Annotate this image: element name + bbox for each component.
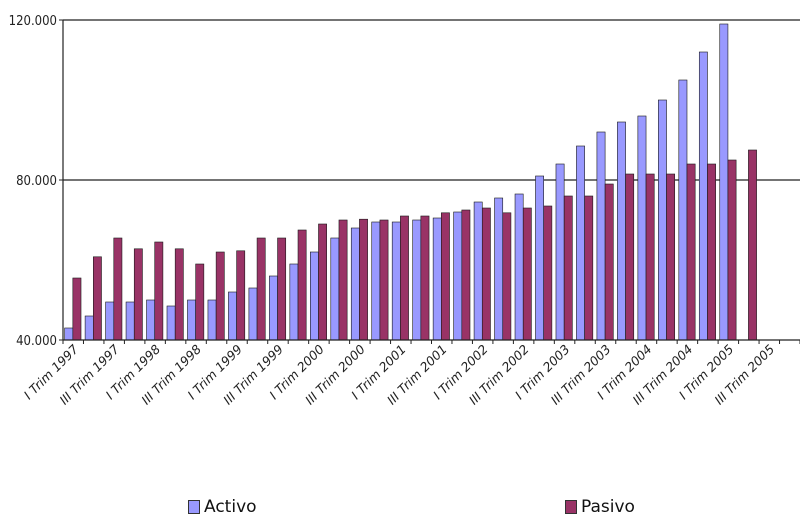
bar-pasivo-6 bbox=[195, 263, 205, 341]
bar-activo-6 bbox=[187, 299, 196, 341]
legend-swatch-activo bbox=[188, 500, 200, 514]
bar-pasivo-7 bbox=[215, 251, 225, 341]
gridlines bbox=[63, 19, 800, 181]
bar-activo-8 bbox=[228, 291, 237, 341]
bar-activo-25 bbox=[576, 145, 585, 341]
bar-pasivo-2 bbox=[113, 237, 123, 341]
bar-pasivo-22 bbox=[522, 207, 532, 341]
bar-activo-26 bbox=[596, 131, 606, 341]
bar-activo-24 bbox=[555, 163, 565, 341]
bar-activo-32 bbox=[719, 23, 729, 341]
bar-activo-11 bbox=[289, 263, 299, 341]
bar-activo-16 bbox=[391, 221, 401, 341]
bar-pasivo-25 bbox=[584, 195, 594, 341]
y-tick-label-0: 40.000 bbox=[16, 334, 57, 349]
bar-activo-4 bbox=[146, 299, 156, 341]
legend-label-activo: Activo bbox=[204, 497, 257, 517]
bar-activo-28 bbox=[637, 115, 647, 341]
bar-pasivo-32 bbox=[727, 159, 737, 341]
bar-pasivo-18 bbox=[441, 212, 450, 341]
bar-pasivo-9 bbox=[256, 237, 266, 341]
legend-swatch-pasivo bbox=[565, 500, 577, 514]
bar-activo-7 bbox=[207, 299, 217, 341]
bar-activo-18 bbox=[432, 217, 442, 341]
bar-pasivo-11 bbox=[297, 229, 307, 341]
axes bbox=[59, 19, 800, 344]
y-tick-label-2: 120.000 bbox=[9, 14, 57, 29]
bar-pasivo-23 bbox=[543, 205, 553, 341]
bar-activo-30 bbox=[678, 79, 688, 341]
bar-activo-3 bbox=[125, 301, 135, 341]
bar-activo-21 bbox=[494, 197, 504, 341]
bar-pasivo-12 bbox=[318, 223, 327, 341]
bar-pasivo-8 bbox=[236, 250, 246, 341]
bars bbox=[64, 23, 757, 341]
bar-pasivo-10 bbox=[277, 237, 287, 341]
bar-activo-5 bbox=[166, 305, 176, 341]
bar-activo-15 bbox=[371, 221, 381, 341]
bar-activo-13 bbox=[330, 237, 340, 341]
bar-activo-29 bbox=[658, 99, 667, 341]
bar-pasivo-19 bbox=[461, 209, 471, 341]
bar-activo-17 bbox=[412, 219, 422, 341]
bar-activo-9 bbox=[248, 287, 258, 341]
bar-activo-1 bbox=[84, 315, 94, 341]
bar-pasivo-31 bbox=[707, 163, 716, 341]
bar-pasivo-27 bbox=[625, 173, 635, 341]
bar-pasivo-33 bbox=[748, 149, 757, 341]
bar-pasivo-21 bbox=[502, 212, 512, 341]
bar-pasivo-28 bbox=[645, 173, 655, 341]
bar-pasivo-20 bbox=[481, 207, 491, 341]
bar-activo-23 bbox=[535, 175, 544, 341]
bar-pasivo-24 bbox=[563, 195, 573, 341]
y-tick-labels: 40.000 80.000 120.000 bbox=[9, 14, 57, 349]
bar-activo-19 bbox=[453, 211, 463, 341]
bar-pasivo-26 bbox=[604, 183, 614, 341]
bar-activo-2 bbox=[105, 301, 115, 341]
legend-pasivo: Pasivo bbox=[565, 497, 635, 517]
bar-activo-22 bbox=[514, 193, 524, 341]
bar-pasivo-5 bbox=[174, 248, 184, 341]
bar-activo-0 bbox=[64, 327, 74, 341]
bar-pasivo-16 bbox=[400, 215, 409, 341]
bar-pasivo-14 bbox=[359, 218, 368, 341]
bar-activo-14 bbox=[350, 227, 360, 341]
legend-activo: Activo bbox=[188, 497, 257, 517]
bar-pasivo-17 bbox=[420, 215, 430, 341]
bar-pasivo-3 bbox=[133, 248, 143, 341]
bar-activo-27 bbox=[617, 121, 626, 341]
bar-pasivo-13 bbox=[338, 219, 348, 341]
bar-pasivo-29 bbox=[666, 173, 676, 341]
bar-activo-10 bbox=[269, 275, 278, 341]
y-tick-label-1: 80.000 bbox=[16, 174, 57, 189]
bar-activo-31 bbox=[698, 51, 708, 341]
bar-pasivo-0 bbox=[72, 277, 82, 341]
bar-activo-12 bbox=[310, 251, 319, 341]
bar-activo-20 bbox=[473, 201, 483, 341]
bar-pasivo-15 bbox=[379, 219, 389, 341]
legend-label-pasivo: Pasivo bbox=[581, 497, 635, 517]
bar-pasivo-30 bbox=[686, 163, 696, 341]
bar-pasivo-4 bbox=[154, 241, 164, 341]
bar-pasivo-1 bbox=[92, 256, 102, 341]
